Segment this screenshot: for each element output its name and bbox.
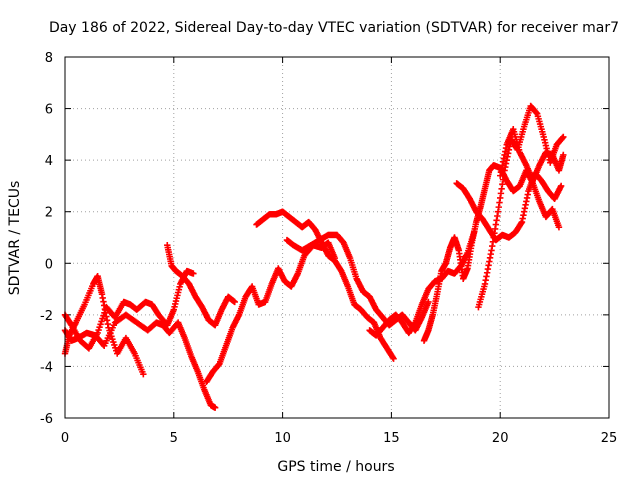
- data-point: [390, 355, 397, 362]
- x-axis-label: GPS time / hours: [277, 459, 394, 475]
- series-arc12: [497, 126, 567, 184]
- data-point: [231, 298, 238, 306]
- x-tick-label: 15: [383, 431, 400, 446]
- series-arc5: [203, 239, 339, 386]
- series-arc11: [475, 102, 567, 311]
- data-point: [557, 182, 565, 190]
- x-tick-label: 20: [492, 431, 509, 446]
- series-arc3: [61, 267, 197, 352]
- data-markers: [61, 102, 567, 411]
- data-point: [560, 133, 567, 141]
- y-tick-label: 2: [45, 206, 53, 221]
- y-tick-label: -2: [40, 309, 53, 324]
- x-tick-label: 10: [274, 431, 291, 446]
- axis-ticks: 0 5 10 15 20 25 -6 -4 -2 0 2 4 6 8: [40, 51, 617, 446]
- series-arc8: [366, 229, 478, 339]
- chart-title: Day 186 of 2022, Sidereal Day-to-day VTE…: [49, 20, 619, 36]
- data-point: [555, 223, 563, 231]
- data-point: [211, 404, 219, 411]
- plot-frame: [64, 56, 610, 419]
- x-tick-label: 25: [601, 431, 618, 446]
- x-tick-label: 5: [170, 431, 178, 446]
- y-tick-label: -4: [40, 360, 53, 375]
- data-point: [560, 151, 567, 159]
- x-tick-label: 0: [61, 431, 69, 446]
- y-tick-label: -6: [40, 412, 53, 427]
- data-point: [140, 370, 147, 378]
- series-arc6: [253, 208, 397, 362]
- y-tick-label: 6: [45, 103, 53, 118]
- y-tick-label: 0: [45, 257, 53, 272]
- y-axis-label: SDTVAR / TECUs: [7, 181, 23, 296]
- data-point: [190, 270, 197, 277]
- data-point: [425, 298, 432, 306]
- y-tick-label: 4: [45, 154, 53, 169]
- series-arc4: [164, 242, 238, 329]
- y-tick-label: 8: [45, 51, 53, 66]
